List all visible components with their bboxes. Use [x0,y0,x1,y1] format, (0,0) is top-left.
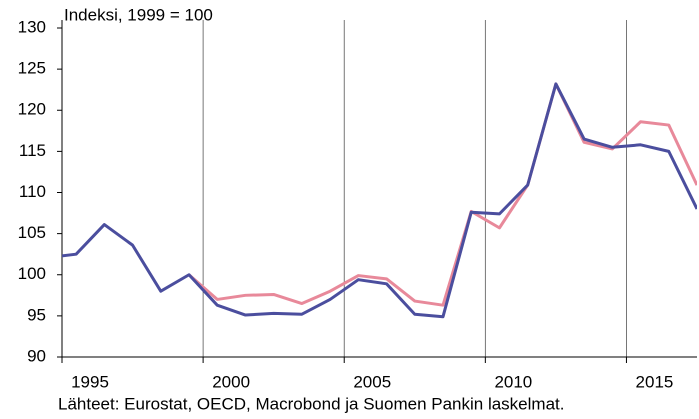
chart-title: Indeksi, 1999 = 100 [64,5,213,24]
plot-area [62,82,697,319]
y-tick-label: 125 [18,59,46,78]
y-tick-label: 115 [19,141,46,160]
x-tick-label: 1995 [71,372,109,391]
line-series [188,82,697,307]
source-note: Lähteet: Eurostat, OECD, Macrobond ja Su… [58,394,564,413]
y-tick-label: 90 [27,346,46,365]
x-tick-label: 2010 [494,372,532,391]
x-tick-label: 2000 [212,372,250,391]
y-tick-label: 95 [27,305,46,324]
x-tick-label: 2015 [636,372,674,391]
y-tick-label: 100 [18,264,46,283]
y-tick-label: 130 [18,17,46,36]
y-tick-label: 110 [19,182,46,201]
y-tick-label: 105 [18,223,46,242]
y-tick-label: 120 [18,100,46,119]
x-tick-label: 2005 [353,372,391,391]
line-series [62,82,697,319]
